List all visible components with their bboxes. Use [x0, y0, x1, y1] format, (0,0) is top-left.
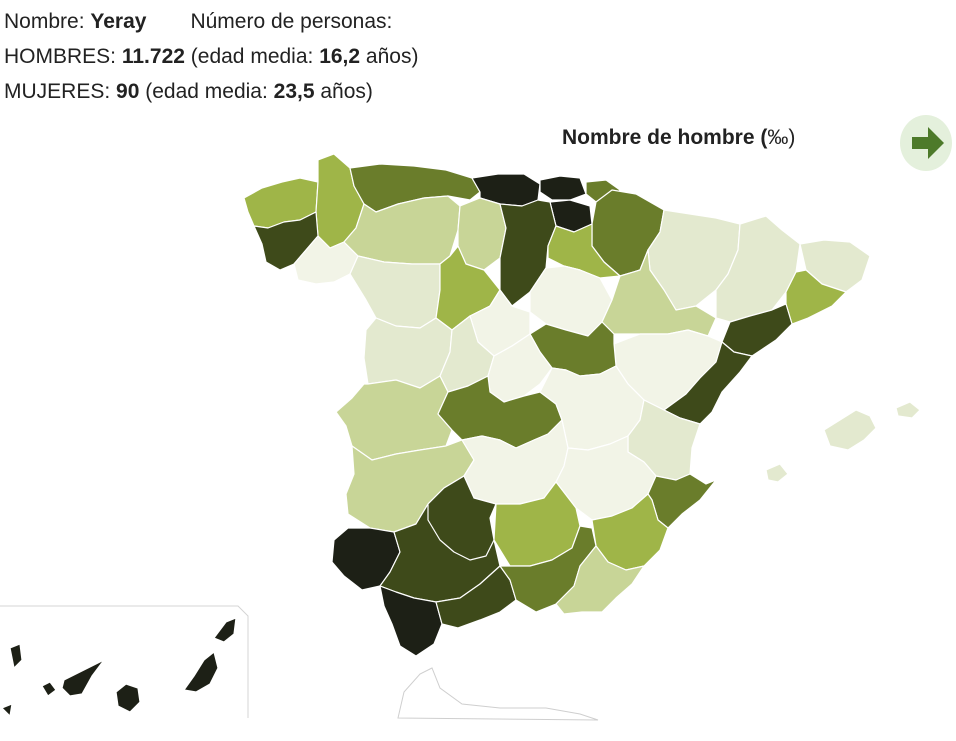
name-line: Nombre: Yeray Número de personas:: [4, 4, 418, 39]
province-baleares: [765, 401, 921, 483]
canary-inset-frame: [0, 605, 249, 718]
women-count: 90: [116, 80, 140, 103]
name-info-panel: Nombre: Yeray Número de personas: HOMBRES…: [4, 4, 418, 109]
map-title-unit: ‰): [767, 126, 796, 149]
province-zamora: [349, 255, 441, 329]
africa-coast-outline: [397, 667, 599, 721]
arrow-right-icon: [912, 127, 944, 159]
men-age-suffix: años): [365, 45, 419, 68]
count-label: Número de personas:: [190, 10, 393, 33]
women-label: MUJERES:: [4, 80, 111, 103]
women-age-prefix: (edad media:: [145, 80, 268, 103]
province-barcelona: [785, 269, 847, 325]
women-age-suffix: años): [320, 80, 373, 103]
name-value: Yeray: [90, 10, 147, 33]
men-count: 11.722: [121, 45, 185, 68]
map-title: Nombre de hombre (‰): [562, 126, 795, 150]
men-age-value: 16,2: [319, 45, 361, 68]
men-age-prefix: (edad media:: [190, 45, 314, 68]
next-map-button[interactable]: [900, 115, 952, 171]
name-label: Nombre:: [4, 10, 85, 33]
map-title-text: Nombre de hombre (: [562, 126, 768, 149]
province-almeria: [555, 545, 645, 615]
province-bizkaia: [539, 175, 587, 201]
province-las-palmas: [115, 617, 237, 713]
province-santa-cruz: [1, 643, 105, 717]
province-palencia: [457, 197, 507, 271]
province-cadiz: [379, 585, 443, 657]
province-la-rioja: [547, 223, 621, 279]
women-line: MUJERES: 90 (edad media: 23,5 años): [4, 74, 418, 109]
women-age-value: 23,5: [273, 80, 315, 103]
men-line: HOMBRES: 11.722 (edad media: 16,2 años): [4, 39, 418, 74]
men-label: HOMBRES:: [4, 45, 117, 68]
